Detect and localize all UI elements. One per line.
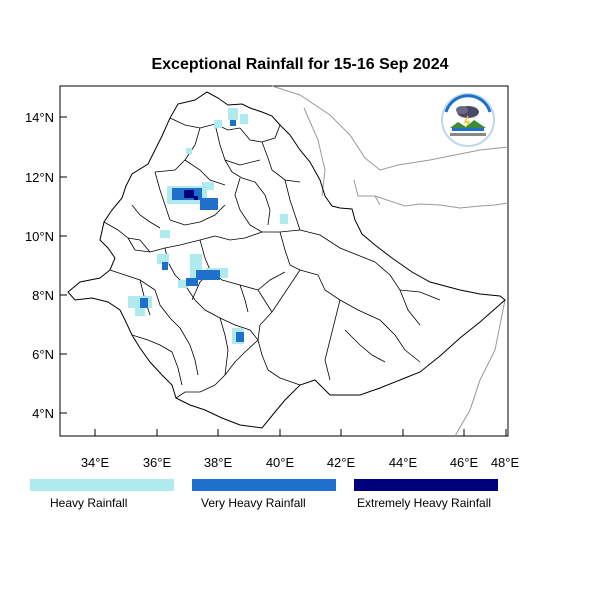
x-tick-label: 42°E [327,455,356,470]
tick-marks [60,116,507,436]
x-tick-labels: 34°E 36°E 38°E 40°E 42°E 44°E 46°E 48°E [81,455,520,470]
x-tick-label: 44°E [389,455,418,470]
legend-swatch-heavy [30,479,174,491]
plot-frame [59,85,509,437]
meteorology-agency-logo [441,93,495,147]
legend-swatch-extreme [354,479,498,491]
legend-label-extreme: Extremely Heavy Rainfall [357,496,492,510]
y-tick-label: 12°N [25,170,54,185]
x-tick-label: 48°E [491,455,520,470]
x-tick-label: 40°E [266,455,295,470]
y-tick-label: 8°N [32,288,54,303]
x-tick-label: 36°E [143,455,172,470]
y-tick-labels: 14°N 12°N 10°N 8°N 6°N 4°N [25,110,54,421]
y-tick-label: 14°N [25,110,54,125]
map-title: Exceptional Rainfall for 15-16 Sep 2024 [151,56,449,73]
extreme-rainfall-areas [184,190,198,200]
x-tick-label: 34°E [81,455,110,470]
legend-label-heavy: Heavy Rainfall [50,496,128,510]
heavy-rainfall-areas [128,108,288,344]
legend-label-very-heavy: Very Heavy Rainfall [201,496,306,510]
x-tick-label: 38°E [204,455,233,470]
y-tick-label: 6°N [32,347,54,362]
neighbor-boundaries [271,85,509,437]
country-outline [67,91,506,429]
y-tick-label: 10°N [25,229,54,244]
legend-swatch-very-heavy [192,479,336,491]
x-tick-label: 46°E [450,455,479,470]
internal-boundaries [103,117,441,399]
y-tick-label: 4°N [32,406,54,421]
